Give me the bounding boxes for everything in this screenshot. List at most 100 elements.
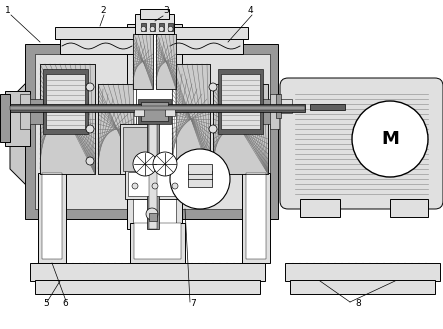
Text: 6: 6 — [62, 299, 68, 308]
Bar — [165, 106, 175, 116]
Bar — [5, 91, 30, 146]
Circle shape — [159, 27, 164, 32]
Circle shape — [148, 150, 155, 158]
Bar — [188, 171, 212, 187]
Text: 2: 2 — [100, 6, 105, 15]
Text: 4: 4 — [248, 6, 254, 15]
Bar — [134, 223, 181, 259]
Bar — [172, 64, 210, 174]
Bar — [168, 34, 243, 54]
Circle shape — [132, 183, 138, 189]
Bar — [168, 23, 173, 31]
Circle shape — [146, 208, 158, 220]
Bar — [147, 109, 159, 229]
Bar — [218, 69, 263, 134]
Text: M: M — [381, 130, 399, 148]
Circle shape — [352, 101, 428, 177]
Circle shape — [133, 152, 157, 176]
Polygon shape — [172, 54, 270, 209]
Polygon shape — [10, 79, 30, 189]
Text: 3: 3 — [163, 6, 169, 15]
Bar — [290, 280, 435, 294]
Bar — [390, 199, 428, 217]
Bar — [125, 169, 185, 199]
Bar — [38, 173, 66, 263]
Bar — [10, 104, 305, 112]
Bar — [305, 94, 315, 142]
Bar — [276, 94, 281, 118]
Circle shape — [150, 27, 155, 32]
Circle shape — [148, 111, 155, 117]
Circle shape — [209, 157, 217, 165]
Bar — [141, 102, 168, 121]
Polygon shape — [35, 54, 138, 209]
Circle shape — [209, 83, 217, 91]
Bar — [130, 223, 185, 263]
Bar — [285, 263, 440, 281]
Bar — [35, 280, 260, 294]
Circle shape — [141, 27, 146, 32]
Circle shape — [170, 149, 230, 209]
Polygon shape — [25, 44, 145, 219]
Bar — [156, 34, 176, 89]
Bar — [280, 99, 292, 113]
Bar — [163, 27, 248, 39]
Bar — [213, 84, 268, 174]
Bar — [20, 94, 30, 129]
Bar — [310, 104, 345, 110]
Bar — [43, 69, 88, 134]
Bar — [127, 24, 182, 229]
Circle shape — [86, 83, 94, 91]
Bar — [10, 106, 305, 110]
Bar — [133, 34, 153, 89]
Bar — [149, 213, 157, 221]
Bar — [140, 9, 169, 19]
Circle shape — [152, 183, 158, 189]
Bar — [60, 34, 135, 54]
Bar — [134, 106, 144, 116]
Bar — [149, 109, 157, 229]
Polygon shape — [165, 44, 278, 219]
Circle shape — [86, 125, 94, 133]
Bar — [156, 34, 176, 89]
Bar — [159, 23, 164, 31]
Bar — [120, 124, 150, 174]
Circle shape — [153, 152, 177, 176]
Circle shape — [168, 27, 173, 32]
Bar — [55, 27, 140, 39]
Circle shape — [209, 125, 217, 133]
Bar — [260, 99, 278, 124]
Bar — [40, 64, 95, 174]
Bar — [141, 23, 146, 31]
Bar — [213, 84, 268, 174]
Bar — [246, 173, 266, 259]
Circle shape — [172, 183, 178, 189]
Bar — [128, 172, 182, 196]
Bar — [123, 127, 147, 171]
Bar — [98, 84, 136, 174]
Bar — [25, 99, 43, 124]
Bar — [270, 94, 280, 129]
Bar — [135, 14, 174, 34]
Bar — [221, 74, 260, 129]
Bar — [46, 74, 85, 129]
Text: 7: 7 — [190, 299, 196, 308]
Bar — [138, 99, 171, 124]
Bar — [242, 173, 270, 263]
Bar — [150, 23, 155, 31]
Circle shape — [148, 175, 155, 183]
Bar — [0, 94, 10, 142]
Bar — [188, 164, 212, 174]
Bar — [300, 199, 340, 217]
Bar — [40, 64, 95, 174]
Bar — [280, 91, 305, 146]
Bar — [133, 28, 176, 223]
Circle shape — [86, 157, 94, 165]
Bar — [133, 34, 153, 89]
Text: 5: 5 — [43, 299, 49, 308]
Bar — [42, 173, 62, 259]
Bar — [98, 84, 136, 174]
Text: 8: 8 — [355, 299, 361, 308]
Bar — [172, 64, 210, 174]
Text: 1: 1 — [5, 6, 11, 15]
